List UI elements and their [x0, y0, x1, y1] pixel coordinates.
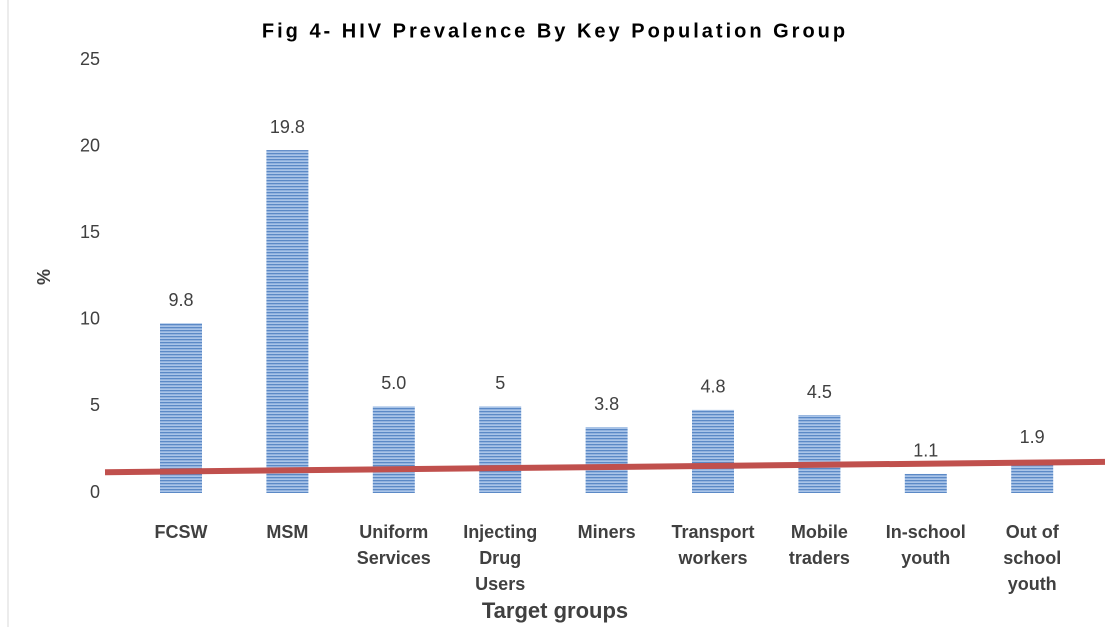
x-tick-label: Out of school youth — [1003, 522, 1061, 594]
bar — [692, 409, 734, 493]
x-tick-label: Mobile traders — [789, 522, 850, 568]
bar — [904, 473, 947, 493]
x-tick-label: MSM — [266, 522, 308, 542]
data-label: 3.8 — [594, 394, 619, 414]
data-label: 5 — [495, 373, 505, 393]
x-tick-label: Miners — [578, 522, 636, 542]
data-label: 1.1 — [913, 441, 938, 461]
y-tick-label: 20 — [80, 135, 100, 155]
chart-title: Fig 4- HIV Prevalence By Key Population … — [262, 20, 848, 42]
y-tick-label: 25 — [80, 49, 100, 69]
bar — [479, 406, 522, 493]
x-axis-title: Target groups — [482, 598, 628, 623]
data-label: 4.8 — [700, 377, 725, 397]
data-label: 5.0 — [381, 373, 406, 393]
y-tick-label: 5 — [90, 395, 100, 415]
bar — [160, 323, 202, 493]
data-label: 1.9 — [1020, 427, 1045, 447]
y-axis-title: % — [34, 269, 54, 285]
bar — [798, 415, 841, 493]
x-tick-label: Injecting Drug Users — [463, 522, 537, 594]
data-label: 19.8 — [270, 117, 305, 137]
bar — [585, 427, 628, 493]
x-tick-label: Uniform Services — [357, 522, 431, 568]
bar — [266, 150, 309, 493]
y-tick-label: 15 — [80, 222, 100, 242]
y-tick-label: 0 — [90, 482, 100, 502]
y-tick-label: 10 — [80, 309, 100, 329]
data-label: 9.8 — [168, 290, 193, 310]
x-tick-label: FCSW — [155, 522, 208, 542]
x-tick-label: In-school youth — [886, 522, 966, 568]
trendline — [104, 458, 1105, 476]
bar — [372, 406, 415, 493]
x-tick-label: Transport workers — [671, 522, 754, 568]
data-label: 4.5 — [807, 382, 832, 402]
